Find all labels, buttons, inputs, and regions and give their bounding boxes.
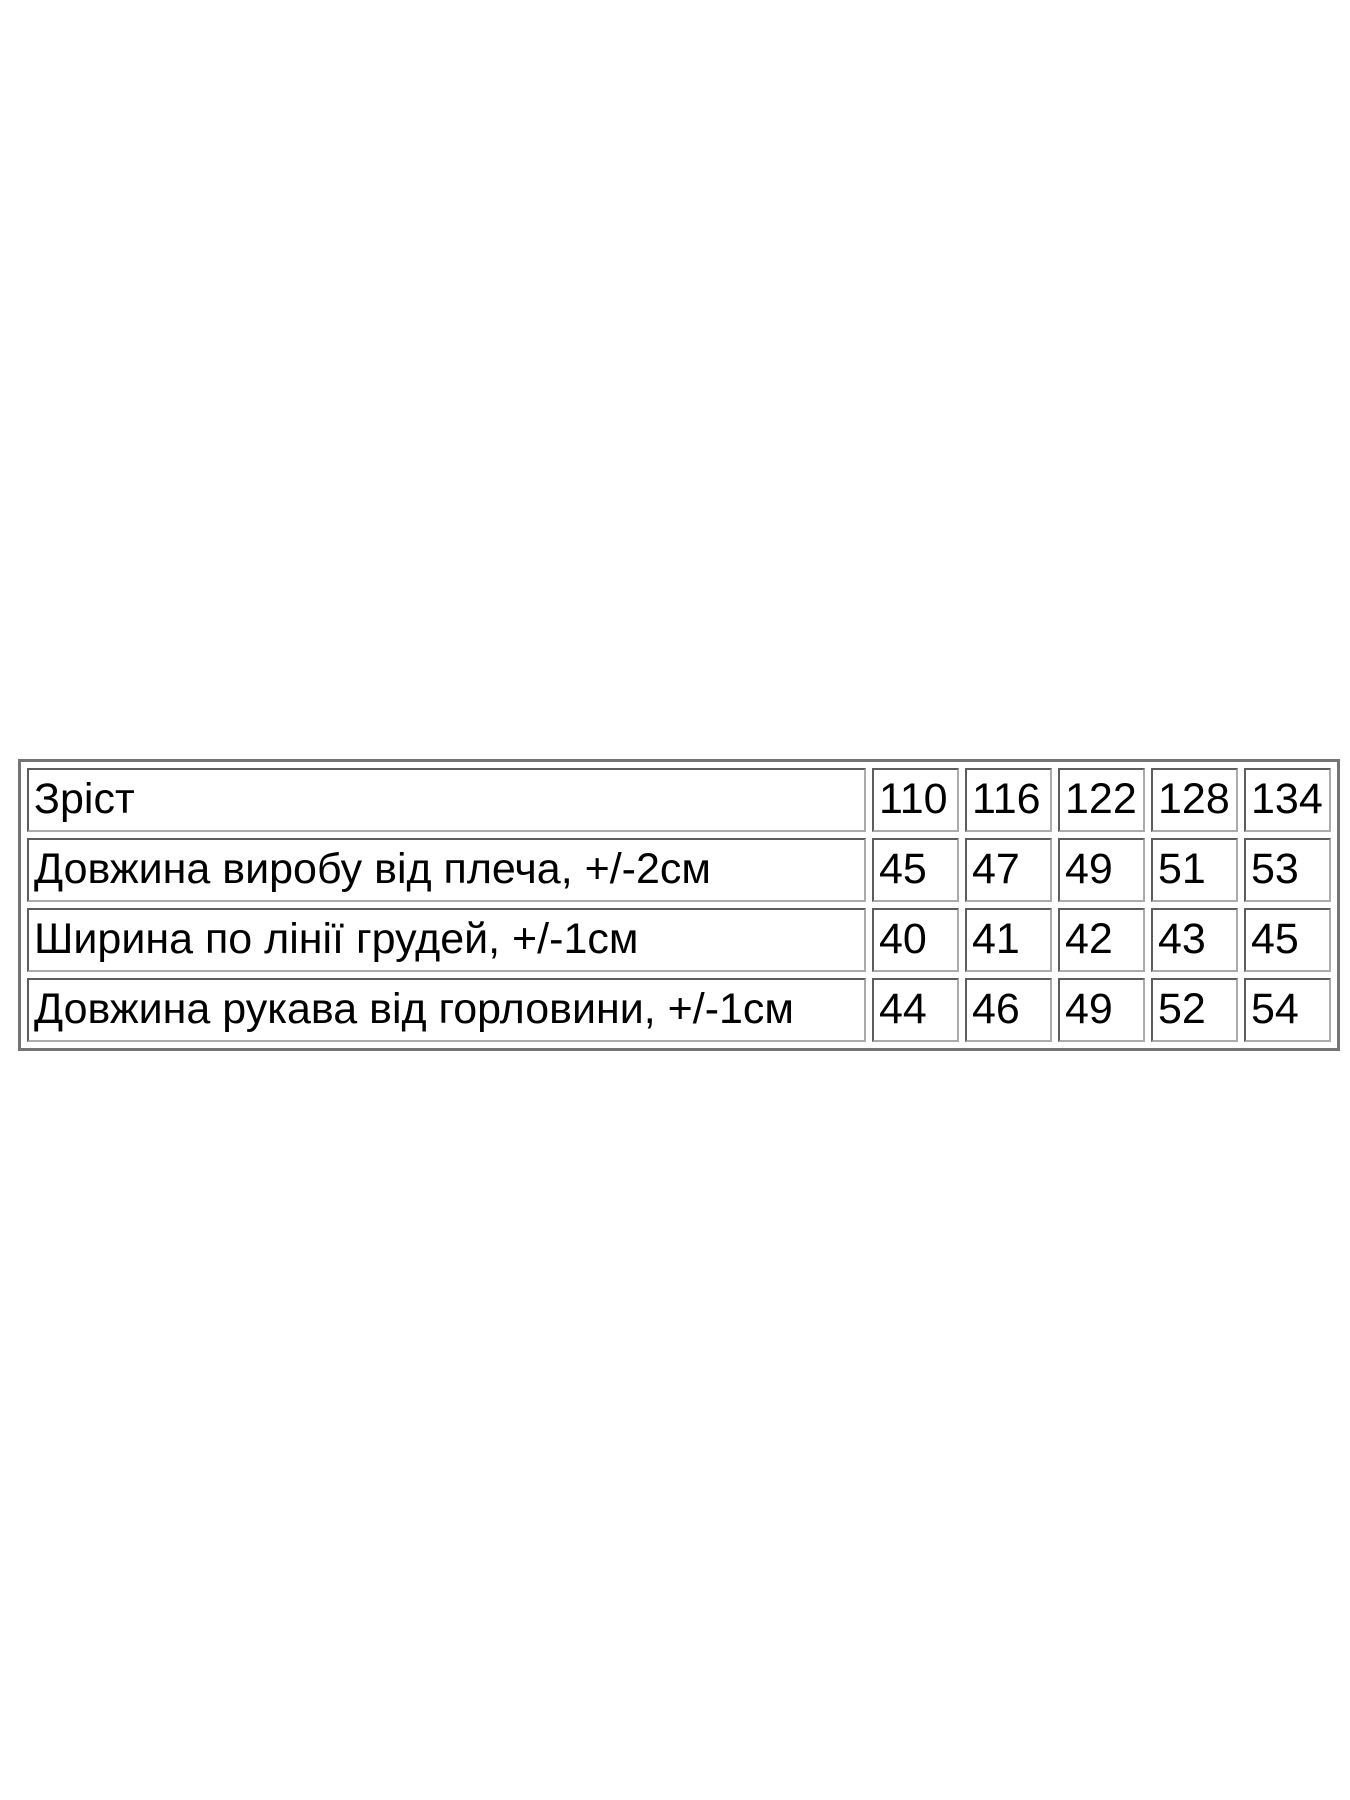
row-label-sleeve-length: Довжина рукава від горловини, +/-1см: [27, 978, 866, 1042]
row-label-height: Зріст: [27, 768, 866, 832]
value-cell: 41: [965, 908, 1052, 972]
header-size-cell: 110: [872, 768, 959, 832]
value-cell: 52: [1151, 978, 1238, 1042]
value-cell: 45: [872, 838, 959, 902]
table-row-chest-width: Ширина по лінії грудей, +/-1см 40 41 42 …: [27, 908, 1331, 972]
value-cell: 40: [872, 908, 959, 972]
value-cell: 42: [1058, 908, 1145, 972]
value-cell: 49: [1058, 838, 1145, 902]
value-cell: 54: [1244, 978, 1331, 1042]
header-size-cell: 134: [1244, 768, 1331, 832]
value-cell: 43: [1151, 908, 1238, 972]
value-cell: 51: [1151, 838, 1238, 902]
size-chart-table: Зріст 110 116 122 128 134 Довжина виробу…: [18, 759, 1340, 1051]
size-chart: Зріст 110 116 122 128 134 Довжина виробу…: [18, 759, 1340, 1051]
table-row-product-length: Довжина виробу від плеча, +/-2см 45 47 4…: [27, 838, 1331, 902]
header-size-cell: 116: [965, 768, 1052, 832]
value-cell: 53: [1244, 838, 1331, 902]
table-row-sleeve-length: Довжина рукава від горловини, +/-1см 44 …: [27, 978, 1331, 1042]
header-size-cell: 128: [1151, 768, 1238, 832]
value-cell: 45: [1244, 908, 1331, 972]
value-cell: 44: [872, 978, 959, 1042]
header-size-cell: 122: [1058, 768, 1145, 832]
row-label-product-length: Довжина виробу від плеча, +/-2см: [27, 838, 866, 902]
table-row-header: Зріст 110 116 122 128 134: [27, 768, 1331, 832]
value-cell: 49: [1058, 978, 1145, 1042]
value-cell: 47: [965, 838, 1052, 902]
value-cell: 46: [965, 978, 1052, 1042]
row-label-chest-width: Ширина по лінії грудей, +/-1см: [27, 908, 866, 972]
